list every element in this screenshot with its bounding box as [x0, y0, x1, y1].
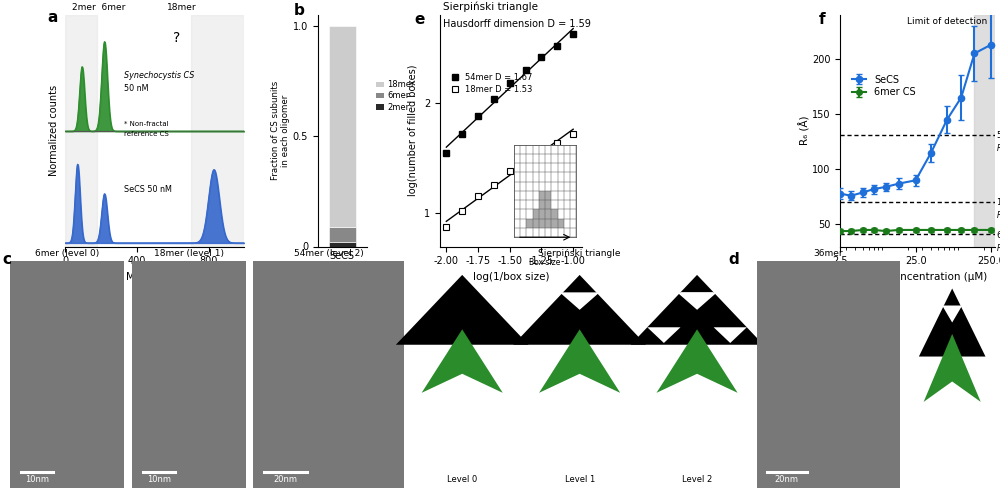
Y-axis label: log(number of filled boxes): log(number of filled boxes) — [408, 65, 418, 196]
Text: 18mer (level 1): 18mer (level 1) — [154, 249, 224, 258]
Y-axis label: Normalized counts: Normalized counts — [49, 85, 59, 176]
Bar — [757, 261, 900, 488]
Text: 50 nM: 50 nM — [124, 84, 149, 93]
Text: a: a — [47, 10, 57, 25]
Polygon shape — [714, 327, 747, 343]
Bar — [10, 261, 124, 488]
Bar — [132, 261, 246, 488]
X-axis label: Mass (kDa): Mass (kDa) — [126, 272, 184, 282]
Text: Limit of detection: Limit of detection — [907, 17, 987, 26]
Polygon shape — [560, 292, 600, 310]
Polygon shape — [396, 275, 529, 345]
Text: c: c — [3, 252, 12, 267]
Polygon shape — [924, 334, 981, 402]
Text: 10nm: 10nm — [25, 475, 49, 484]
Text: f: f — [818, 12, 825, 28]
Bar — [191, 15, 244, 246]
Legend: 18mer, 6mer, 2mer: 18mer, 6mer, 2mer — [373, 77, 418, 115]
Bar — [253, 261, 404, 488]
Text: $R_g$ 131 Å: $R_g$ 131 Å — [996, 141, 1000, 156]
Y-axis label: Fraction of CS subunits
in each oligomer: Fraction of CS subunits in each oligomer — [271, 81, 290, 180]
Bar — [329, 26, 356, 227]
Legend: 54mer D = 1.67, 18mer D = 1.53: 54mer D = 1.67, 18mer D = 1.53 — [448, 70, 536, 97]
Text: 6mer (level 0): 6mer (level 0) — [35, 249, 99, 258]
Bar — [329, 242, 356, 246]
Bar — [65, 15, 97, 246]
Text: Level 1: Level 1 — [565, 475, 595, 484]
Text: $R_g$ 70 Å: $R_g$ 70 Å — [996, 208, 1000, 223]
Text: 20nm: 20nm — [274, 475, 298, 484]
Text: 20nm: 20nm — [775, 475, 799, 484]
Text: 18mer: 18mer — [996, 198, 1000, 207]
Legend: SeCS, 6mer CS: SeCS, 6mer CS — [848, 70, 920, 102]
Polygon shape — [942, 306, 962, 322]
Text: 18mer: 18mer — [167, 3, 197, 12]
Polygon shape — [539, 329, 620, 393]
X-axis label: log(1/box size): log(1/box size) — [473, 272, 549, 282]
Text: 54mer: 54mer — [996, 131, 1000, 140]
Polygon shape — [513, 275, 646, 345]
Text: 6mer: 6mer — [996, 231, 1000, 240]
Text: Level 0: Level 0 — [447, 475, 477, 484]
Text: SeCS 50 nM: SeCS 50 nM — [124, 185, 172, 194]
Text: 54mer (level 2): 54mer (level 2) — [294, 249, 364, 258]
Polygon shape — [422, 329, 503, 393]
Text: 10nm: 10nm — [147, 475, 171, 484]
Text: 2mer  6mer: 2mer 6mer — [72, 3, 126, 12]
Text: Hausdorff dimension D = 1.59: Hausdorff dimension D = 1.59 — [443, 19, 591, 29]
Text: e: e — [414, 12, 425, 28]
Polygon shape — [631, 275, 763, 345]
Text: ?: ? — [173, 31, 180, 45]
Bar — [329, 227, 356, 242]
Polygon shape — [677, 292, 717, 310]
Polygon shape — [656, 329, 738, 393]
Text: Level 2: Level 2 — [682, 475, 712, 484]
Bar — [974, 15, 1000, 246]
Text: d: d — [729, 252, 739, 267]
Text: Sierpiński triangle: Sierpiński triangle — [443, 2, 538, 12]
Text: reference CS: reference CS — [124, 131, 169, 137]
Text: * Non-fractal: * Non-fractal — [124, 121, 169, 127]
Text: Sierpiński triangle: Sierpiński triangle — [538, 249, 621, 258]
X-axis label: Protein concentration (μM): Protein concentration (μM) — [848, 272, 987, 282]
Polygon shape — [919, 288, 985, 356]
Text: $R_g$ 41 Å: $R_g$ 41 Å — [996, 241, 1000, 256]
Text: b: b — [294, 3, 304, 18]
Text: Synechocystis CS: Synechocystis CS — [124, 71, 195, 80]
Text: 36mer: 36mer — [814, 249, 843, 258]
Polygon shape — [680, 292, 714, 308]
Y-axis label: R₆ (Å): R₆ (Å) — [799, 116, 810, 145]
Polygon shape — [647, 327, 680, 343]
